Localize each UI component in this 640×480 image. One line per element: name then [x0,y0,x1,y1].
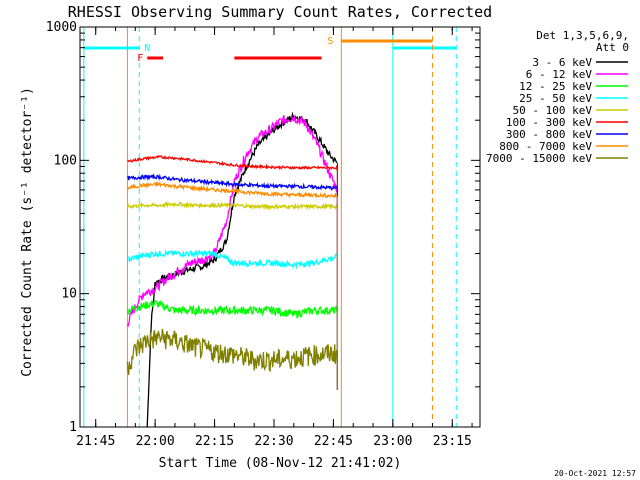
x-tick-label-3: 22:15 [195,434,234,449]
plot-frame [79,26,481,428]
series-9 [126,328,339,390]
legend-header-line-2: Att 0 [596,41,629,54]
legend-label-7: 300 - 800 keV [506,128,592,141]
y-axis-label: Corrected Count Rate (s⁻¹ detector⁻¹) [20,87,35,377]
series-1 [146,111,338,428]
series-4 [127,249,339,390]
x-tick-label-4: 22:30 [254,434,293,449]
night-marker-label: N [144,43,150,54]
legend-label-8: 800 - 7000 keV [499,140,592,153]
y-tick-label-2: 10 [61,287,77,302]
series-line-9 [126,328,339,376]
y-tick-label-3: 100 [54,153,77,168]
series-line-3 [126,299,339,319]
series-line-8 [126,180,338,199]
chart-title: RHESSI Observing Summary Count Rates, Co… [68,3,492,21]
x-tick-label-1: 21:45 [76,434,115,449]
y-tick-label-4: 1000 [46,20,77,35]
series-line-5 [126,200,338,211]
series-line-1 [146,111,338,428]
x-tick-label-6: 23:00 [373,434,412,449]
flare-marker-label: F [137,53,143,64]
footer-date: 20-Oct-2021 12:57 [554,469,636,478]
series-3 [126,299,339,390]
series-line-2 [126,115,339,328]
x-tick-label-7: 23:15 [433,434,472,449]
y-tick-label-1: 1 [69,420,77,435]
series-line-4 [127,249,339,270]
legend-label-6: 100 - 300 keV [506,116,592,129]
legend-header-line-1: Det 1,3,5,6,9, [536,29,629,42]
plot-area: N S F 21:45 22:00 22:15 22:30 22:45 23:00 23:15 1 1… [46,20,481,449]
series-line-7 [126,172,339,191]
legend-label-4: 25 - 50 keV [519,92,592,105]
legend-label-9: 7000 - 15000 keV [486,152,592,165]
legend-label-5: 50 - 100 keV [513,104,593,117]
saa-marker-label: S [327,36,333,47]
legend-label-3: 12 - 25 keV [519,80,592,93]
series-line-6 [127,154,338,171]
x-axis-label: Start Time (08-Nov-12 21:41:02) [159,456,402,471]
legend-label-1: 3 - 6 keV [532,56,592,69]
legend-label-2: 6 - 12 keV [526,68,593,81]
x-tick-label-5: 22:45 [314,434,353,449]
x-tick-label-2: 22:00 [136,434,175,449]
